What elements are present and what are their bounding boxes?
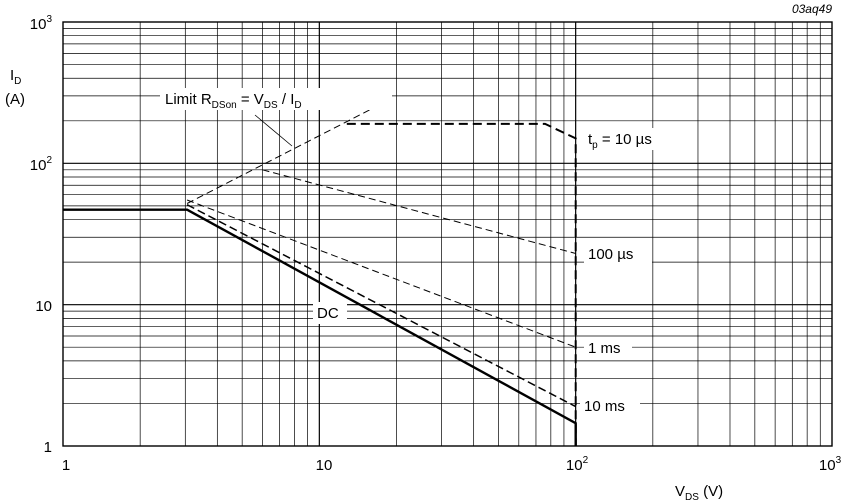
series-line-t-p-10-s: [346, 122, 577, 446]
tp-label-bg: [584, 128, 676, 150]
series-line-100-s: [262, 169, 576, 254]
grid-lines: [63, 22, 832, 446]
series-layer: [63, 106, 577, 446]
x-tick-1: 1: [62, 457, 70, 474]
limit-rdson-label: Limit RDSon = VDS / ID: [165, 91, 302, 111]
series-line-10-ms: [186, 204, 577, 408]
10ms-label: 10 ms: [584, 398, 625, 415]
1ms-label: 1 ms: [588, 340, 621, 357]
limit-label-bg: [160, 88, 392, 110]
y-tick-labels: 103 102 10 1: [30, 14, 53, 456]
1ms-label-bg: [584, 337, 632, 359]
limit-leader-line: [254, 114, 293, 147]
y-tick-100: 102: [30, 155, 53, 174]
tp-10us-label: tp = 10 µs: [588, 131, 652, 151]
10ms-label-bg: [580, 395, 640, 417]
x-tick-labels: 1 10 102 103: [62, 455, 842, 474]
x-tick-10: 10: [316, 457, 333, 474]
x-tick-1000: 103: [819, 455, 842, 474]
100us-label: 100 µs: [588, 246, 633, 263]
y-tick-10: 10: [35, 298, 52, 315]
x-tick-100: 102: [566, 455, 589, 474]
x-axis-label: VDS (V): [675, 483, 723, 503]
figure-code: 03aq49: [792, 2, 832, 16]
series-line-1-ms: [186, 199, 576, 348]
y-axis-label: ID: [10, 67, 21, 87]
dc-label-bg: [313, 302, 347, 324]
y-tick-1: 1: [44, 439, 52, 456]
plot-frame: [62, 21, 833, 447]
annotations: Limit RDSon = VDS / ID tp = 10 µs 100 µs…: [160, 88, 676, 417]
series-line-limit-r-dson: [186, 106, 376, 204]
dc-label: DC: [317, 305, 339, 322]
y-tick-1000: 103: [30, 14, 53, 33]
100us-label-bg: [584, 243, 652, 265]
y-axis-unit: (A): [5, 91, 25, 108]
series-line-dc: [63, 208, 577, 446]
